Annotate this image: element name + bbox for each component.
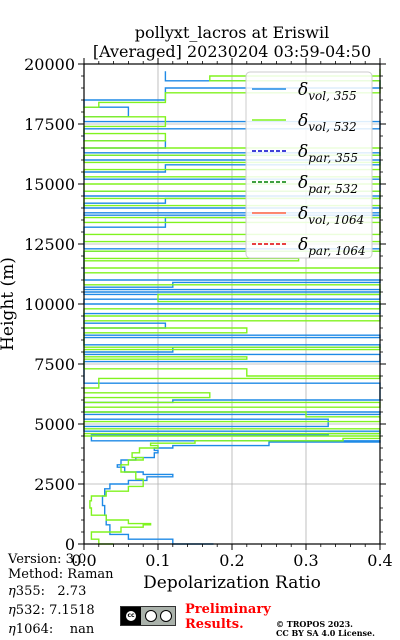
x-tick-label: 0.4 <box>367 551 392 570</box>
y-tick-label: 15000 <box>24 175 75 194</box>
y-tick-label: 12500 <box>24 235 75 254</box>
legend-label-subscript: vol, 532 <box>308 120 356 134</box>
eta355-label: 355: <box>15 584 45 599</box>
by-icon <box>145 610 157 622</box>
legend-label-base: δ <box>298 80 308 100</box>
y-tick-label: 2500 <box>34 475 75 494</box>
eta532-value: 7.1518 <box>49 603 95 618</box>
y-tick-label: 7500 <box>34 355 75 374</box>
eta-symbol: η <box>8 584 16 599</box>
eta1064-row: η1064: nan <box>8 622 94 638</box>
legend-label-subscript: par, 1064 <box>308 244 365 258</box>
eta1064-label: 1064: <box>15 622 54 637</box>
sa-icon <box>160 610 172 622</box>
cc-icon: cc <box>125 610 137 622</box>
legend-label: δpar, 1064 <box>298 235 366 258</box>
series-group <box>83 68 381 545</box>
legend-label-base: δ <box>298 111 308 131</box>
eta1064-value: nan <box>69 622 95 637</box>
y-tick-label: 17500 <box>24 115 75 134</box>
x-tick-label: 0.0 <box>71 551 96 570</box>
chart-title-line1: pollyxt_lacros at Eriswil <box>134 23 330 42</box>
chart-title-line2: [Averaged] 20230204 03:59-04:50 <box>92 42 372 61</box>
legend-label-subscript: par, 532 <box>308 182 358 196</box>
series-line-1 <box>83 68 381 545</box>
eta532-row: η532: 7.1518 <box>8 603 95 619</box>
y-axis-label: Height (m) <box>0 257 18 351</box>
cc-license-badge: cc <box>120 606 176 626</box>
legend-box <box>245 71 373 259</box>
eta-symbol: η <box>8 603 16 618</box>
y-tick-label: 5000 <box>34 415 75 434</box>
x-tick-label: 0.1 <box>145 551 170 570</box>
y-tick-label: 10000 <box>24 295 75 314</box>
legend-label: δvol, 532 <box>298 111 357 134</box>
legend-label-base: δ <box>298 142 308 162</box>
eta355-value: 2.73 <box>57 584 87 599</box>
method-text: Method: Raman <box>8 567 114 582</box>
ticks: 0.0 0.1 0.2 0.3 0.4 0 2500 5000 7500 10000 12500 15… <box>24 55 393 570</box>
x-tick-label: 0.3 <box>293 551 318 570</box>
copyright-line2: CC BY SA 4.0 License. <box>276 628 375 638</box>
legend-label-subscript: vol, 355 <box>308 89 356 103</box>
eta355-row: η355: 2.73 <box>8 584 86 600</box>
copyright-notice: © TROPOS 2023. CC BY SA 4.0 License. <box>276 620 375 638</box>
series-line-0 <box>83 71 381 545</box>
legend-label-subscript: vol, 1064 <box>308 213 364 227</box>
x-axis-label: Depolarization Ratio <box>143 573 321 593</box>
preliminary-line2: Results. <box>185 617 244 632</box>
preliminary-line1: Preliminary <box>185 602 271 617</box>
y-tick-label: 20000 <box>24 55 75 74</box>
legend-label-base: δ <box>298 173 308 193</box>
legend-label: δvol, 355 <box>298 80 357 103</box>
legend-label-base: δ <box>298 204 308 224</box>
legend-label: δpar, 355 <box>298 142 358 165</box>
copyright-line1: © TROPOS 2023. <box>276 619 353 629</box>
legend-label-subscript: par, 355 <box>308 151 358 165</box>
legend-label-base: δ <box>298 235 308 255</box>
x-tick-label: 0.2 <box>219 551 244 570</box>
version-text: Version: 3.0 <box>8 552 87 567</box>
legend-label: δpar, 532 <box>298 173 358 196</box>
y-tick-label: 0 <box>65 535 75 554</box>
preliminary-notice: Preliminary Results. <box>185 602 271 632</box>
eta-symbol: η <box>8 622 16 637</box>
eta532-label: 532: <box>15 603 45 618</box>
legend-label: δvol, 1064 <box>298 204 364 227</box>
